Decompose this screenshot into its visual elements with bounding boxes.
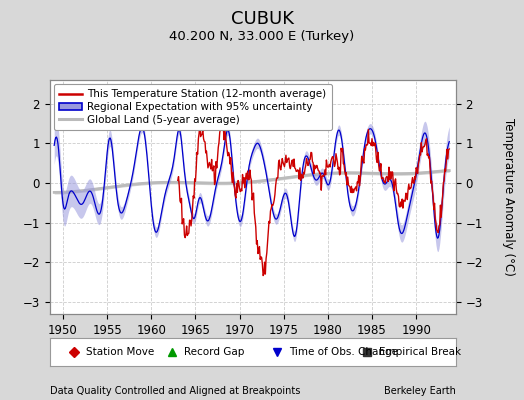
Y-axis label: Temperature Anomaly (°C): Temperature Anomaly (°C) (503, 118, 516, 276)
Text: Berkeley Earth: Berkeley Earth (384, 386, 456, 396)
Text: Data Quality Controlled and Aligned at Breakpoints: Data Quality Controlled and Aligned at B… (50, 386, 300, 396)
Text: CUBUK: CUBUK (231, 10, 293, 28)
Text: Record Gap: Record Gap (184, 347, 244, 357)
Legend: This Temperature Station (12-month average), Regional Expectation with 95% uncer: This Temperature Station (12-month avera… (54, 84, 332, 130)
Text: Time of Obs. Change: Time of Obs. Change (289, 347, 398, 357)
Text: 40.200 N, 33.000 E (Turkey): 40.200 N, 33.000 E (Turkey) (169, 30, 355, 43)
Text: Empirical Break: Empirical Break (379, 347, 461, 357)
Text: Station Move: Station Move (86, 347, 155, 357)
